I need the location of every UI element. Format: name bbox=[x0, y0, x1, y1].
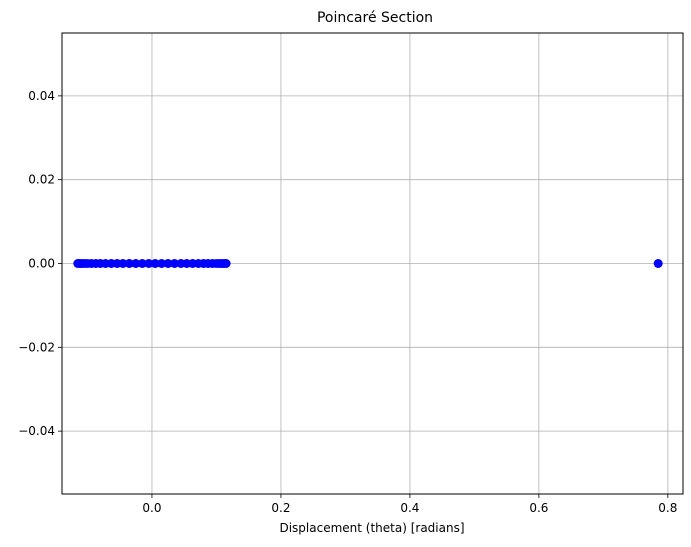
data-point bbox=[137, 259, 147, 268]
data-points bbox=[73, 259, 663, 268]
data-point bbox=[124, 259, 134, 268]
data-point bbox=[653, 259, 663, 268]
grid bbox=[62, 33, 683, 494]
y-tick-label: 0.02 bbox=[28, 173, 55, 187]
y-tick-label: −0.02 bbox=[18, 340, 55, 354]
y-axis: −0.04 −0.02 0.00 0.02 0.04 bbox=[18, 89, 62, 438]
y-tick-label: 0.00 bbox=[28, 257, 55, 271]
x-tick-label: 0.6 bbox=[529, 501, 548, 515]
data-point bbox=[131, 259, 141, 268]
x-tick-label: 0.8 bbox=[658, 501, 677, 515]
x-axis: 0.0 0.2 0.4 0.6 0.8 bbox=[142, 494, 677, 515]
y-tick-label: −0.04 bbox=[18, 424, 55, 438]
data-point bbox=[221, 259, 231, 268]
data-point bbox=[170, 259, 180, 268]
data-point bbox=[118, 259, 128, 268]
chart-title: Poincaré Section bbox=[317, 10, 433, 26]
x-tick-label: 0.4 bbox=[400, 501, 419, 515]
x-axis-label: Displacement (theta) [radians] bbox=[279, 521, 464, 535]
x-tick-label: 0.2 bbox=[271, 501, 290, 515]
x-tick-label: 0.0 bbox=[142, 501, 161, 515]
y-tick-label: 0.04 bbox=[28, 89, 55, 103]
data-point bbox=[150, 259, 160, 268]
data-point bbox=[163, 259, 173, 268]
data-point bbox=[157, 259, 167, 268]
data-point bbox=[144, 259, 154, 268]
